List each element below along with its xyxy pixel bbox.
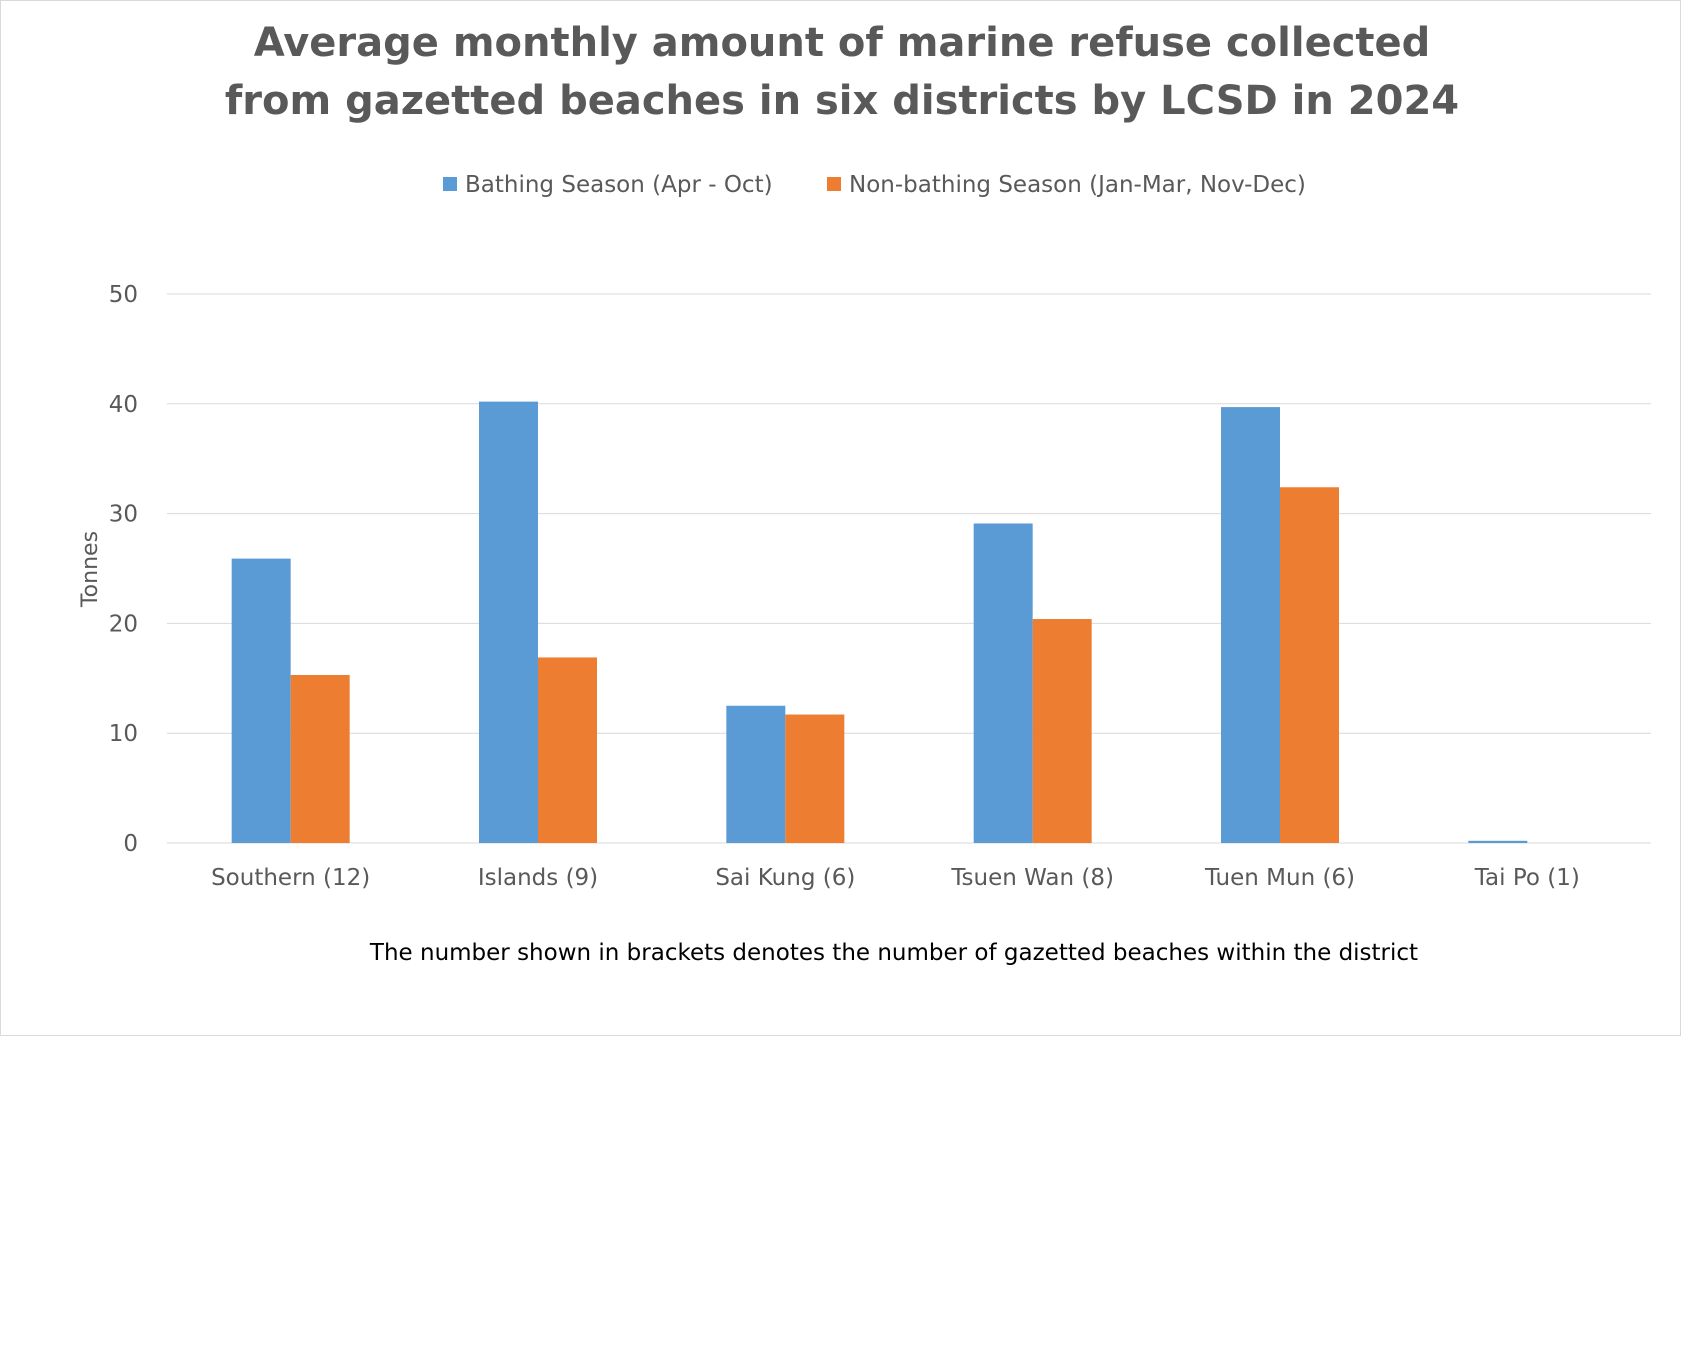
bars (231, 401, 1528, 843)
x-tick-label-0: Southern (12) (211, 865, 370, 891)
bar-bathing-1 (479, 401, 538, 843)
x-tick-label-3: Tsuen Wan (8) (950, 865, 1114, 891)
bar-non-bathing-2 (785, 714, 845, 843)
x-tick-label-4: Tuen Mun (6) (1204, 865, 1355, 891)
bar-bathing-0 (231, 558, 291, 843)
x-tick-label-2: Sai Kung (6) (715, 865, 855, 891)
y-tick-label-30: 30 (109, 502, 138, 528)
legend-label-0: Bathing Season (Apr - Oct) (465, 172, 773, 198)
x-tick-label-5: Tai Po (1) (1474, 865, 1580, 891)
bar-non-bathing-0 (290, 675, 350, 843)
bar-non-bathing-4 (1280, 487, 1339, 843)
x-axis-ticks: Southern (12) Islands (9) Sai Kung (6) Tsue… (211, 865, 1580, 891)
y-tick-label-40: 40 (109, 392, 138, 418)
legend-swatch-1 (827, 177, 841, 191)
bar-bathing-3 (973, 523, 1033, 843)
y-tick-label-0: 0 (123, 831, 138, 857)
bar-bathing-2 (726, 705, 786, 843)
chart-frame: Average monthly amount of marine refuse … (0, 0, 1681, 1036)
footnote: The number shown in brackets denotes the… (369, 940, 1418, 966)
gridlines (167, 293, 1651, 844)
bar-bathing-5 (1468, 840, 1528, 843)
bar-non-bathing-1 (538, 657, 597, 843)
y-axis-title: Tonnes (78, 531, 103, 608)
y-axis-ticks: 0 10 20 30 40 50 (109, 282, 138, 857)
legend-swatch-0 (443, 177, 457, 191)
chart-title-line-2: from gazetted beaches in six districts b… (225, 78, 1459, 124)
bar-bathing-4 (1221, 407, 1280, 843)
y-tick-label-10: 10 (109, 721, 138, 747)
x-tick-label-1: Islands (9) (478, 865, 598, 891)
chart-svg: Average monthly amount of marine refuse … (78, 20, 1651, 966)
chart-title-line-1: Average monthly amount of marine refuse … (254, 20, 1431, 66)
legend-label-1: Non-bathing Season (Jan-Mar, Nov-Dec) (849, 172, 1306, 198)
chart-title: Average monthly amount of marine refuse … (225, 20, 1459, 124)
y-tick-label-20: 20 (109, 611, 138, 637)
y-tick-label-50: 50 (109, 282, 138, 308)
bar-non-bathing-3 (1032, 619, 1092, 843)
legend: Bathing Season (Apr - Oct) Non-bathing Se… (443, 172, 1306, 198)
